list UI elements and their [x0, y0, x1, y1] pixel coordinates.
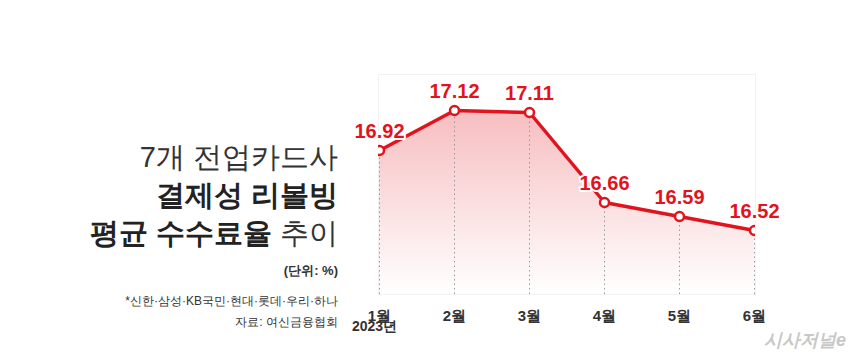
- svg-text:16.52: 16.52: [729, 200, 779, 222]
- svg-text:16.66: 16.66: [579, 172, 629, 194]
- svg-text:5월: 5월: [668, 307, 691, 324]
- svg-text:16.59: 16.59: [654, 186, 704, 208]
- svg-text:3월: 3월: [518, 307, 541, 324]
- svg-text:2월: 2월: [443, 307, 466, 324]
- svg-text:16.92: 16.92: [354, 120, 404, 142]
- svg-text:6월: 6월: [743, 307, 766, 324]
- svg-text:17.12: 17.12: [429, 80, 479, 102]
- svg-text:4월: 4월: [593, 307, 616, 324]
- svg-text:17.11: 17.11: [505, 82, 554, 104]
